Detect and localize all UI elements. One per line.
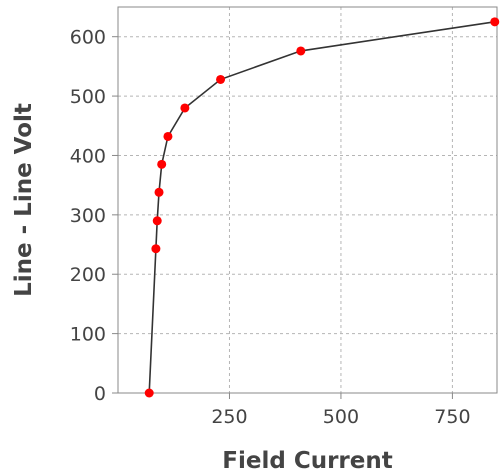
y-tick-label: 200 [70,264,106,286]
y-tick-label: 400 [70,145,106,167]
x-tick-label: 750 [434,406,470,428]
grid-lines [118,7,497,394]
y-tick-label: 100 [70,324,106,346]
data-point [154,187,164,197]
data-point [163,131,173,141]
series-line [148,21,495,394]
plot-frame [117,6,498,394]
data-point [157,159,167,169]
y-tick-label: 300 [70,205,106,227]
data-point [216,74,226,84]
data-point [490,17,500,27]
axis-ticks: 0 100 200 300 400 500 600 250 500 750 [70,27,471,428]
y-axis-title: Line - Line Volt [11,103,37,297]
y-tick-label: 0 [94,383,106,405]
data-point [144,388,154,398]
x-axis-title: Field Current [222,448,392,473]
data-point [296,46,306,56]
x-tick-label: 250 [211,406,247,428]
x-tick-label: 500 [323,406,359,428]
data-points [144,17,500,398]
y-tick-label: 600 [70,27,106,49]
data-point [180,103,190,113]
data-point [151,244,161,254]
y-tick-label: 500 [70,86,106,108]
data-point [152,216,162,226]
